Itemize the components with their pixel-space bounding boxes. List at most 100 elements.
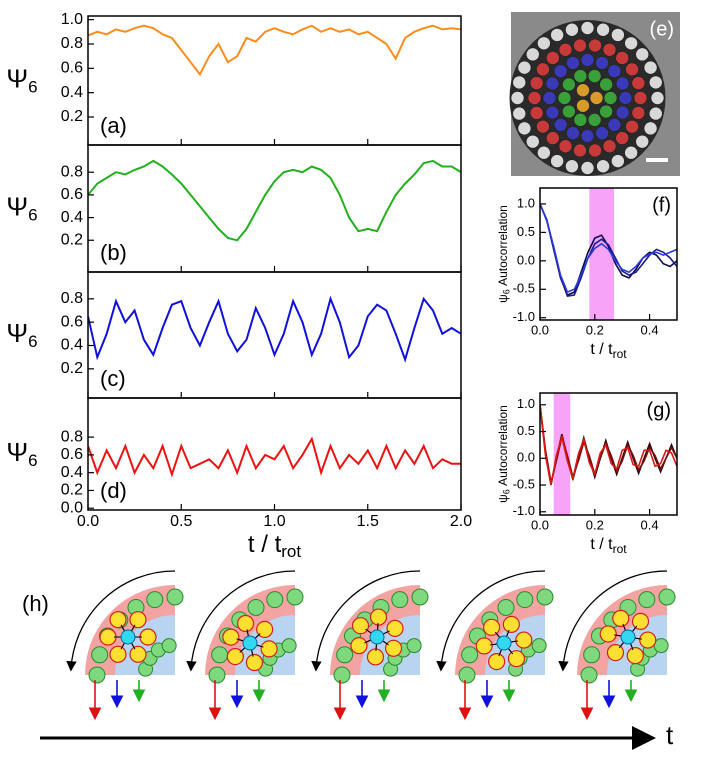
plot-frame — [87, 144, 462, 273]
outer-particle — [336, 646, 354, 664]
x-tick-label: 0.4 — [641, 517, 659, 532]
neighbor — [245, 653, 264, 672]
series-line — [540, 203, 677, 294]
y-axis-label-sub: 6 — [28, 451, 37, 470]
y-tick-label: 0.8 — [61, 290, 83, 307]
inner-particle — [531, 638, 547, 654]
neighbor — [606, 643, 625, 662]
particle — [648, 106, 663, 121]
hub — [120, 629, 136, 645]
y-axis-label-main: Ψ — [6, 318, 28, 348]
x-axis-label-sub: rot — [281, 543, 301, 562]
y-tick-label: 0.2 — [61, 108, 83, 125]
particle — [607, 64, 622, 78]
y-axis-label: Ψ6 — [6, 437, 37, 470]
panel-label: (b) — [100, 240, 127, 265]
particle — [529, 76, 544, 90]
x-axis-label: t / trot — [590, 341, 627, 361]
y-axis-label: ψ6 Autocorrelation — [496, 205, 512, 303]
neighbor — [222, 628, 240, 646]
particle — [631, 76, 646, 90]
inner-particle — [161, 638, 177, 654]
neighbor — [139, 628, 157, 646]
particle — [566, 126, 580, 140]
inner-particle — [406, 638, 422, 654]
x-axis-label-main: t / t — [590, 341, 613, 358]
x-tick-label: 0.5 — [170, 513, 192, 530]
particle — [618, 91, 633, 105]
highlight-band — [589, 188, 614, 320]
y-tick-label: 0.4 — [61, 209, 83, 226]
neighbor — [99, 628, 117, 646]
neighbor — [109, 611, 127, 629]
y-tick-label: 0.0 — [517, 450, 535, 465]
neighbor — [109, 645, 127, 663]
particle — [527, 91, 542, 105]
y-axis-label-sub: 6 — [28, 332, 37, 351]
hub — [620, 629, 636, 645]
particle — [537, 36, 551, 51]
series-line — [540, 404, 677, 486]
outer-particle — [638, 591, 656, 609]
plot-frame — [87, 271, 462, 399]
outer-particle — [461, 646, 479, 664]
neighbor — [384, 639, 403, 657]
sector — [607, 615, 667, 675]
rotation-arrow — [558, 570, 668, 672]
y-tick-label: 0.2 — [61, 231, 83, 248]
y-tick-label: 0.0 — [517, 252, 535, 267]
particle — [602, 42, 617, 57]
particle — [580, 161, 595, 175]
y-axis-label: Ψ6 — [6, 191, 37, 224]
outer-particle — [247, 598, 265, 616]
neighbor — [256, 620, 274, 639]
y-tick-label: 1.0 — [517, 396, 535, 411]
y-tick-label: 0.6 — [61, 186, 83, 203]
x-tick-label: 0.0 — [531, 517, 549, 532]
outer-particle — [208, 666, 226, 684]
particle — [595, 126, 609, 140]
particle — [599, 77, 613, 92]
y-tick-label: 0.4 — [61, 464, 83, 481]
particle — [562, 104, 576, 119]
rotation-arrow — [436, 570, 546, 672]
outer-particle — [211, 646, 229, 664]
particle — [537, 145, 551, 160]
particle — [542, 91, 557, 105]
particle — [603, 91, 618, 105]
neighbor — [515, 631, 533, 649]
hub — [496, 635, 512, 651]
particle — [545, 105, 560, 120]
particle — [553, 64, 568, 78]
neighbor — [129, 611, 147, 629]
particle — [525, 47, 540, 62]
particle — [611, 154, 625, 168]
hub — [242, 635, 258, 651]
y-axis-label-sub: 6 — [28, 206, 37, 225]
particle — [624, 36, 638, 51]
outer-particle — [658, 588, 676, 606]
particle — [553, 118, 568, 132]
particle — [565, 159, 579, 174]
y-tick-label: 1.0 — [61, 11, 83, 28]
particle — [517, 60, 532, 75]
neighbor — [236, 614, 255, 633]
outer-particle — [266, 591, 284, 609]
particle — [643, 60, 658, 75]
neighbor — [482, 618, 501, 636]
y-tick-label: 0.5 — [517, 224, 535, 239]
x-tick-label: 0.0 — [531, 322, 549, 337]
particle — [607, 118, 622, 132]
highlight-band — [553, 393, 571, 515]
neighbor — [129, 645, 147, 663]
y-tick-label: 0.2 — [61, 482, 83, 499]
y-axis-label-main: Ψ — [6, 437, 28, 467]
particle — [566, 56, 580, 70]
outer-particle — [583, 646, 601, 664]
outer-particle — [146, 591, 164, 609]
x-axis-label-main: t / t — [590, 536, 613, 553]
y-tick-label: 1.0 — [517, 195, 535, 210]
outer-particle — [458, 666, 476, 684]
y-axis-label: Ψ6 — [6, 63, 37, 96]
